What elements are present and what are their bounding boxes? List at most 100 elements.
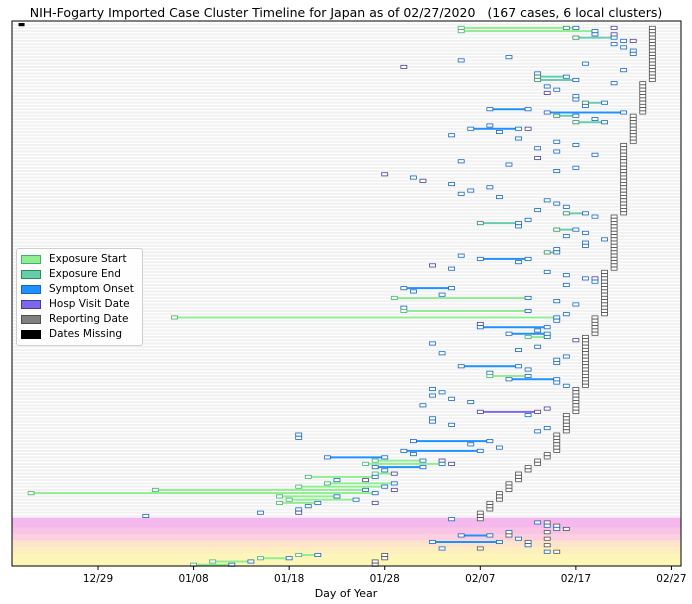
symptom-onset-mark bbox=[419, 465, 427, 470]
row-stripe bbox=[12, 121, 681, 124]
row-stripe bbox=[12, 365, 681, 368]
symptom-onset-mark bbox=[553, 299, 561, 304]
row-stripe bbox=[12, 157, 681, 160]
reporting-date-mark bbox=[610, 250, 618, 255]
symptom-onset-mark bbox=[582, 240, 589, 245]
x-tick-label: 01/18 bbox=[274, 573, 304, 585]
row-stripe bbox=[12, 248, 681, 251]
row-stripe bbox=[12, 196, 681, 199]
reporting-date-mark bbox=[381, 556, 389, 561]
reporting-date-mark bbox=[562, 426, 570, 431]
reporting-date-mark bbox=[591, 318, 599, 323]
symptom-onset-mark bbox=[553, 87, 561, 92]
symptom-onset-mark bbox=[438, 351, 446, 356]
reporting-date-mark bbox=[582, 374, 589, 379]
legend-swatch-symptom-onset bbox=[21, 285, 41, 294]
hosp-visit-mark bbox=[381, 172, 389, 177]
reporting-date-mark bbox=[620, 169, 628, 174]
row-stripe bbox=[12, 241, 681, 244]
row-stripe bbox=[12, 26, 681, 29]
row-background-layer bbox=[12, 23, 681, 567]
row-stripe bbox=[12, 62, 681, 65]
legend-swatch-exposure-end bbox=[21, 270, 41, 279]
reporting-date-mark bbox=[496, 497, 503, 502]
reporting-date-mark bbox=[620, 191, 628, 196]
row-stripe bbox=[12, 264, 681, 267]
reporting-date-mark bbox=[562, 526, 570, 531]
row-stripe bbox=[12, 423, 681, 426]
reporting-date-mark bbox=[591, 328, 599, 333]
row-stripe bbox=[12, 153, 681, 156]
row-stripe bbox=[12, 449, 681, 452]
row-stripe bbox=[12, 290, 681, 293]
symptom-onset-mark bbox=[381, 468, 389, 473]
row-stripe bbox=[12, 78, 681, 81]
row-stripe bbox=[12, 170, 681, 173]
reporting-date-mark bbox=[524, 468, 532, 473]
reporting-date-mark bbox=[648, 45, 656, 50]
exposure-end-mark bbox=[534, 74, 542, 79]
symptom-onset-mark bbox=[524, 107, 532, 112]
symptom-onset-mark bbox=[381, 484, 389, 489]
reporting-date-mark bbox=[562, 416, 570, 421]
row-stripe bbox=[12, 23, 681, 26]
reporting-date-mark bbox=[610, 227, 618, 232]
exposure-end-mark bbox=[543, 250, 551, 255]
row-stripe bbox=[12, 82, 681, 85]
exposure-end-mark bbox=[553, 113, 561, 118]
reporting-date-mark bbox=[610, 243, 618, 248]
reporting-date-mark bbox=[648, 51, 656, 56]
reporting-date-mark bbox=[601, 305, 608, 310]
row-stripe bbox=[12, 270, 681, 273]
symptom-onset-mark bbox=[515, 221, 522, 226]
symptom-onset-mark bbox=[572, 302, 580, 307]
reporting-date-mark bbox=[601, 295, 608, 300]
exposure-start-mark bbox=[295, 552, 303, 557]
exposure-end-mark bbox=[562, 211, 570, 216]
reporting-date-mark bbox=[553, 435, 561, 440]
reporting-date-mark bbox=[648, 71, 656, 76]
legend-label-exposure-end: Exposure End bbox=[49, 268, 121, 280]
symptom-onset-mark bbox=[333, 494, 341, 499]
reporting-date-mark bbox=[610, 224, 618, 229]
row-stripe bbox=[12, 417, 681, 420]
row-stripe bbox=[12, 469, 681, 472]
symptom-onset-mark bbox=[409, 439, 417, 444]
row-stripe bbox=[12, 459, 681, 462]
row-stripe bbox=[12, 131, 681, 133]
symptom-onset-mark bbox=[515, 136, 522, 141]
symptom-onset-mark bbox=[352, 497, 360, 502]
cluster-band bbox=[12, 517, 681, 522]
symptom-onset-mark bbox=[371, 474, 379, 479]
reporting-date-mark bbox=[496, 491, 503, 496]
row-stripe bbox=[12, 300, 681, 303]
symptom-onset-mark bbox=[448, 517, 456, 522]
symptom-onset-mark bbox=[572, 227, 580, 232]
row-stripe bbox=[12, 277, 681, 280]
cluster-band bbox=[12, 524, 681, 528]
reporting-date-mark bbox=[543, 520, 551, 525]
symptom-onset-mark bbox=[371, 491, 379, 496]
reporting-date-mark bbox=[639, 94, 647, 99]
symptom-onset-mark bbox=[543, 110, 551, 115]
reporting-date-mark bbox=[534, 461, 542, 466]
reporting-date-mark bbox=[629, 123, 637, 128]
legend-item-symptom-onset: Symptom Onset bbox=[21, 282, 134, 297]
reporting-date-mark bbox=[572, 400, 580, 405]
row-stripe bbox=[12, 244, 681, 247]
symptom-onset-mark bbox=[515, 260, 522, 265]
row-stripe bbox=[12, 267, 681, 270]
reporting-date-mark bbox=[648, 74, 656, 79]
symptom-onset-mark bbox=[515, 224, 522, 229]
reporting-date-mark bbox=[610, 253, 618, 258]
exposure-start-mark bbox=[151, 487, 159, 492]
row-stripe bbox=[12, 466, 681, 469]
row-stripe bbox=[12, 209, 681, 212]
legend-item-reporting-date: Reporting Date bbox=[21, 312, 134, 327]
hosp-visit-mark bbox=[572, 338, 580, 343]
row-stripe bbox=[12, 319, 681, 322]
reporting-date-mark bbox=[620, 162, 628, 167]
exposure-start-mark bbox=[209, 559, 217, 564]
symptom-onset-mark bbox=[591, 279, 599, 284]
reporting-date-mark bbox=[562, 413, 570, 418]
